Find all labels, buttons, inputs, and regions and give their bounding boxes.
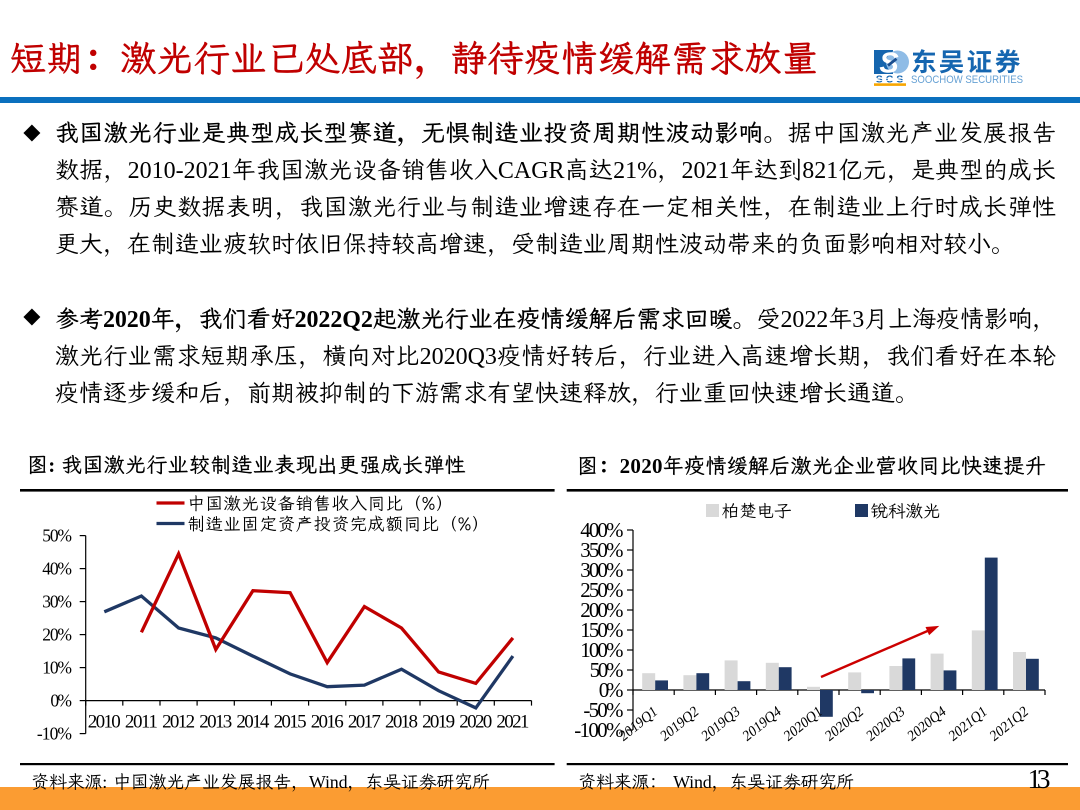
svg-text:中国激光设备销售收入同比（%）: 中国激光设备销售收入同比（%）: [188, 492, 455, 515]
svg-text:锐科激光: 锐科激光: [871, 499, 941, 522]
svg-text:2014: 2014: [236, 712, 270, 733]
svg-text:50%: 50%: [42, 526, 72, 546]
svg-text:2020: 2020: [459, 712, 492, 733]
svg-text:东吴证券: 东吴证券: [911, 42, 1023, 79]
svg-text:20%: 20%: [42, 625, 72, 645]
svg-text:400%: 400%: [580, 518, 623, 542]
svg-text:SCS: SCS: [876, 74, 907, 86]
svg-text:2016: 2016: [311, 712, 344, 733]
svg-text:0%: 0%: [599, 678, 624, 702]
svg-text:制造业固定资产投资完成额同比（%）: 制造业固定资产投资完成额同比（%）: [188, 512, 491, 535]
svg-text:2019Q2: 2019Q2: [658, 703, 701, 745]
svg-text:2019Q4: 2019Q4: [741, 703, 784, 745]
svg-text:100%: 100%: [580, 638, 623, 662]
svg-text:SOOCHOW SECURITIES: SOOCHOW SECURITIES: [911, 74, 1023, 86]
svg-text:150%: 150%: [580, 618, 623, 642]
svg-text:10%: 10%: [42, 658, 72, 678]
svg-text:2013: 2013: [199, 712, 232, 733]
svg-text:30%: 30%: [42, 592, 72, 612]
svg-text:2021: 2021: [496, 712, 529, 733]
svg-text:0%: 0%: [50, 691, 72, 711]
svg-text:2019Q3: 2019Q3: [699, 703, 742, 745]
svg-text:2018: 2018: [385, 712, 418, 733]
svg-text:2020Q4: 2020Q4: [905, 703, 948, 745]
svg-text:300%: 300%: [580, 558, 623, 582]
svg-text:40%: 40%: [42, 559, 72, 579]
svg-text:50%: 50%: [590, 658, 624, 682]
svg-text:2021Q2: 2021Q2: [988, 703, 1031, 745]
svg-text:13: 13: [1028, 763, 1051, 794]
svg-text:-50%: -50%: [583, 698, 623, 722]
svg-text:2021Q1: 2021Q1: [947, 703, 990, 745]
svg-text:-100%: -100%: [574, 718, 623, 742]
svg-text:2020Q3: 2020Q3: [864, 703, 907, 745]
svg-text:2011: 2011: [125, 712, 158, 733]
svg-text:2012: 2012: [162, 712, 195, 733]
svg-text:250%: 250%: [580, 578, 623, 602]
svg-text:2017: 2017: [348, 712, 381, 733]
svg-text:2020Q1: 2020Q1: [782, 703, 825, 745]
svg-text:-10%: -10%: [37, 724, 72, 744]
svg-text:2010: 2010: [88, 712, 121, 733]
svg-text:2015: 2015: [274, 712, 307, 733]
svg-text:2019: 2019: [422, 712, 455, 733]
svg-text:350%: 350%: [580, 538, 623, 562]
svg-text:200%: 200%: [580, 598, 623, 622]
svg-text:柏楚电子: 柏楚电子: [722, 499, 792, 522]
